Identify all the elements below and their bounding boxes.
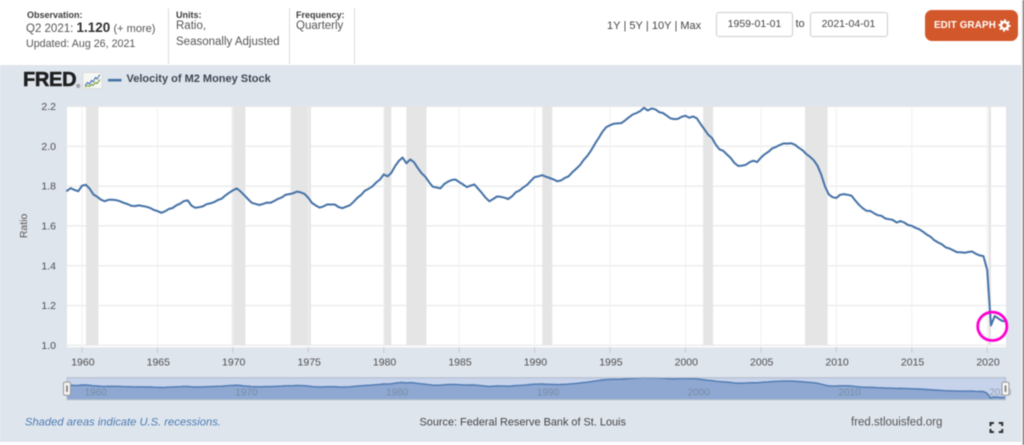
- svg-text:1990: 1990: [537, 387, 560, 398]
- svg-text:2000: 2000: [688, 387, 711, 398]
- svg-text:1960: 1960: [85, 387, 108, 398]
- svg-text:1980: 1980: [373, 357, 397, 369]
- svg-text:2010: 2010: [825, 357, 849, 369]
- svg-text:2015: 2015: [901, 357, 925, 369]
- svg-text:1.2: 1.2: [41, 300, 56, 312]
- svg-text:1.4: 1.4: [41, 260, 56, 272]
- svg-text:2020: 2020: [989, 387, 1012, 398]
- svg-text:1.0: 1.0: [41, 340, 56, 352]
- svg-text:2005: 2005: [750, 357, 774, 369]
- svg-text:2.0: 2.0: [41, 141, 56, 153]
- svg-text:Shaded areas indicate U.S. rec: Shaded areas indicate U.S. recessions.: [25, 417, 221, 429]
- svg-text:2000: 2000: [675, 357, 699, 369]
- svg-text:1995: 1995: [599, 357, 623, 369]
- svg-text:1.6: 1.6: [41, 221, 56, 233]
- svg-text:2010: 2010: [838, 387, 861, 398]
- svg-text:2020: 2020: [976, 357, 1000, 369]
- svg-text:1970: 1970: [222, 357, 246, 369]
- svg-text:Source: Federal Reserve Bank o: Source: Federal Reserve Bank of St. Loui…: [420, 417, 627, 429]
- svg-text:1985: 1985: [448, 357, 472, 369]
- svg-text:1960: 1960: [71, 357, 95, 369]
- svg-text:fred.stlouisfed.org: fred.stlouisfed.org: [851, 417, 942, 429]
- svg-text:1965: 1965: [147, 357, 171, 369]
- svg-text:1980: 1980: [386, 387, 409, 398]
- svg-text:1990: 1990: [524, 357, 548, 369]
- svg-text:1975: 1975: [298, 357, 322, 369]
- svg-text:Ratio: Ratio: [18, 213, 30, 238]
- svg-text:1.8: 1.8: [41, 181, 56, 193]
- svg-text:2.2: 2.2: [41, 101, 56, 113]
- svg-text:1970: 1970: [235, 387, 258, 398]
